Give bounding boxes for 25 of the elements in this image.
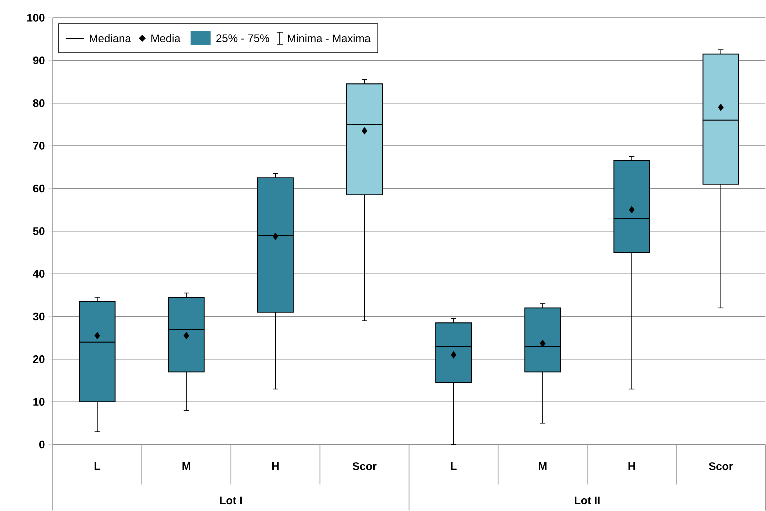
- y-tick-label: 50: [33, 227, 45, 236]
- y-tick-label: 20: [33, 355, 45, 364]
- x-tick-label: L: [94, 462, 101, 470]
- annotation: Media: [152, 34, 181, 42]
- x-tick-label: Scor: [352, 462, 377, 470]
- y-tick-label: 10: [34, 398, 45, 406]
- legend-label: 25% - 75%: [216, 34, 270, 42]
- annotation: Mediana: [90, 34, 132, 42]
- y-tick-label: 100: [28, 14, 45, 22]
- y-tick-label: 40: [33, 270, 45, 278]
- x-tick-label: H: [272, 462, 279, 470]
- x-tick-label: Scor: [709, 462, 734, 470]
- y-tick-label: 70: [33, 142, 45, 150]
- x-tick-label: M: [539, 462, 547, 470]
- x-tick-label: L: [451, 462, 457, 470]
- text: Lot I: [220, 496, 242, 505]
- x-tick-label: H: [628, 462, 636, 470]
- y-tick-label: 30: [33, 312, 45, 321]
- y-tick-label: 90: [33, 56, 45, 64]
- y-tick-label: 80: [33, 99, 45, 108]
- text: Lot II: [575, 496, 600, 505]
- y-tick-label: 0: [40, 440, 45, 449]
- annotation: Minima - Maxima: [288, 34, 371, 42]
- x-tick-label: M: [182, 462, 190, 470]
- y-tick-label: 60: [33, 184, 45, 193]
